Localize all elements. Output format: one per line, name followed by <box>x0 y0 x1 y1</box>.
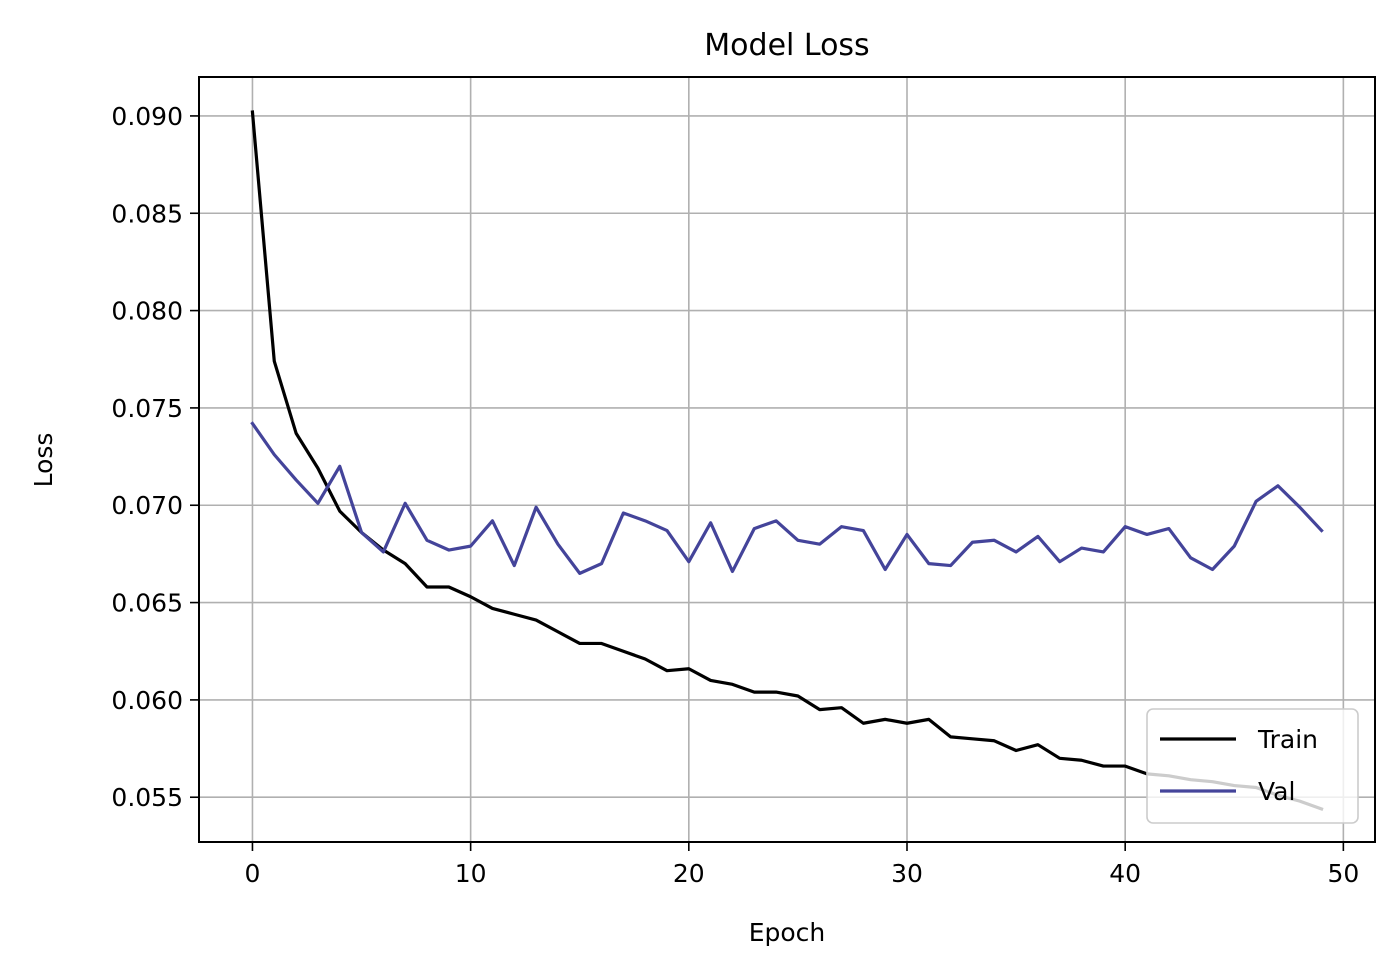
x-tick-label: 50 <box>1327 859 1359 888</box>
y-tick-label: 0.060 <box>111 686 183 715</box>
x-tick-label: 10 <box>455 859 487 888</box>
series-line-val <box>250 421 1324 575</box>
x-tick-label: 20 <box>673 859 705 888</box>
y-tick-label: 0.080 <box>111 297 183 326</box>
y-tick-label: 0.065 <box>111 589 183 618</box>
x-tick-label: 40 <box>1109 859 1141 888</box>
grid-lines <box>199 77 1375 842</box>
y-tick-label: 0.075 <box>111 394 183 423</box>
legend-train-label: Train <box>1257 725 1318 754</box>
y-tick-label: 0.070 <box>111 491 183 520</box>
series-line-train <box>250 110 1324 811</box>
chart-title: Model Loss <box>704 28 869 63</box>
legend-box <box>1146 708 1359 824</box>
axis-ticks: 0 10 20 30 40 50 0.055 0.060 0.065 0.070 0.075 0.08… <box>111 102 1359 888</box>
legend: Train Val <box>1146 708 1359 824</box>
plot-frame <box>198 76 1376 843</box>
x-tick-label: 0 <box>245 859 261 888</box>
y-tick-label: 0.085 <box>111 199 183 228</box>
x-tick-label: 30 <box>891 859 923 888</box>
y-tick-label: 0.055 <box>111 783 183 812</box>
y-tick-label: 0.090 <box>111 102 183 131</box>
legend-val-label: Val <box>1258 777 1295 806</box>
series-lines <box>250 110 1324 811</box>
x-axis-label: Epoch <box>749 918 826 947</box>
y-axis-label: Loss <box>29 433 58 488</box>
